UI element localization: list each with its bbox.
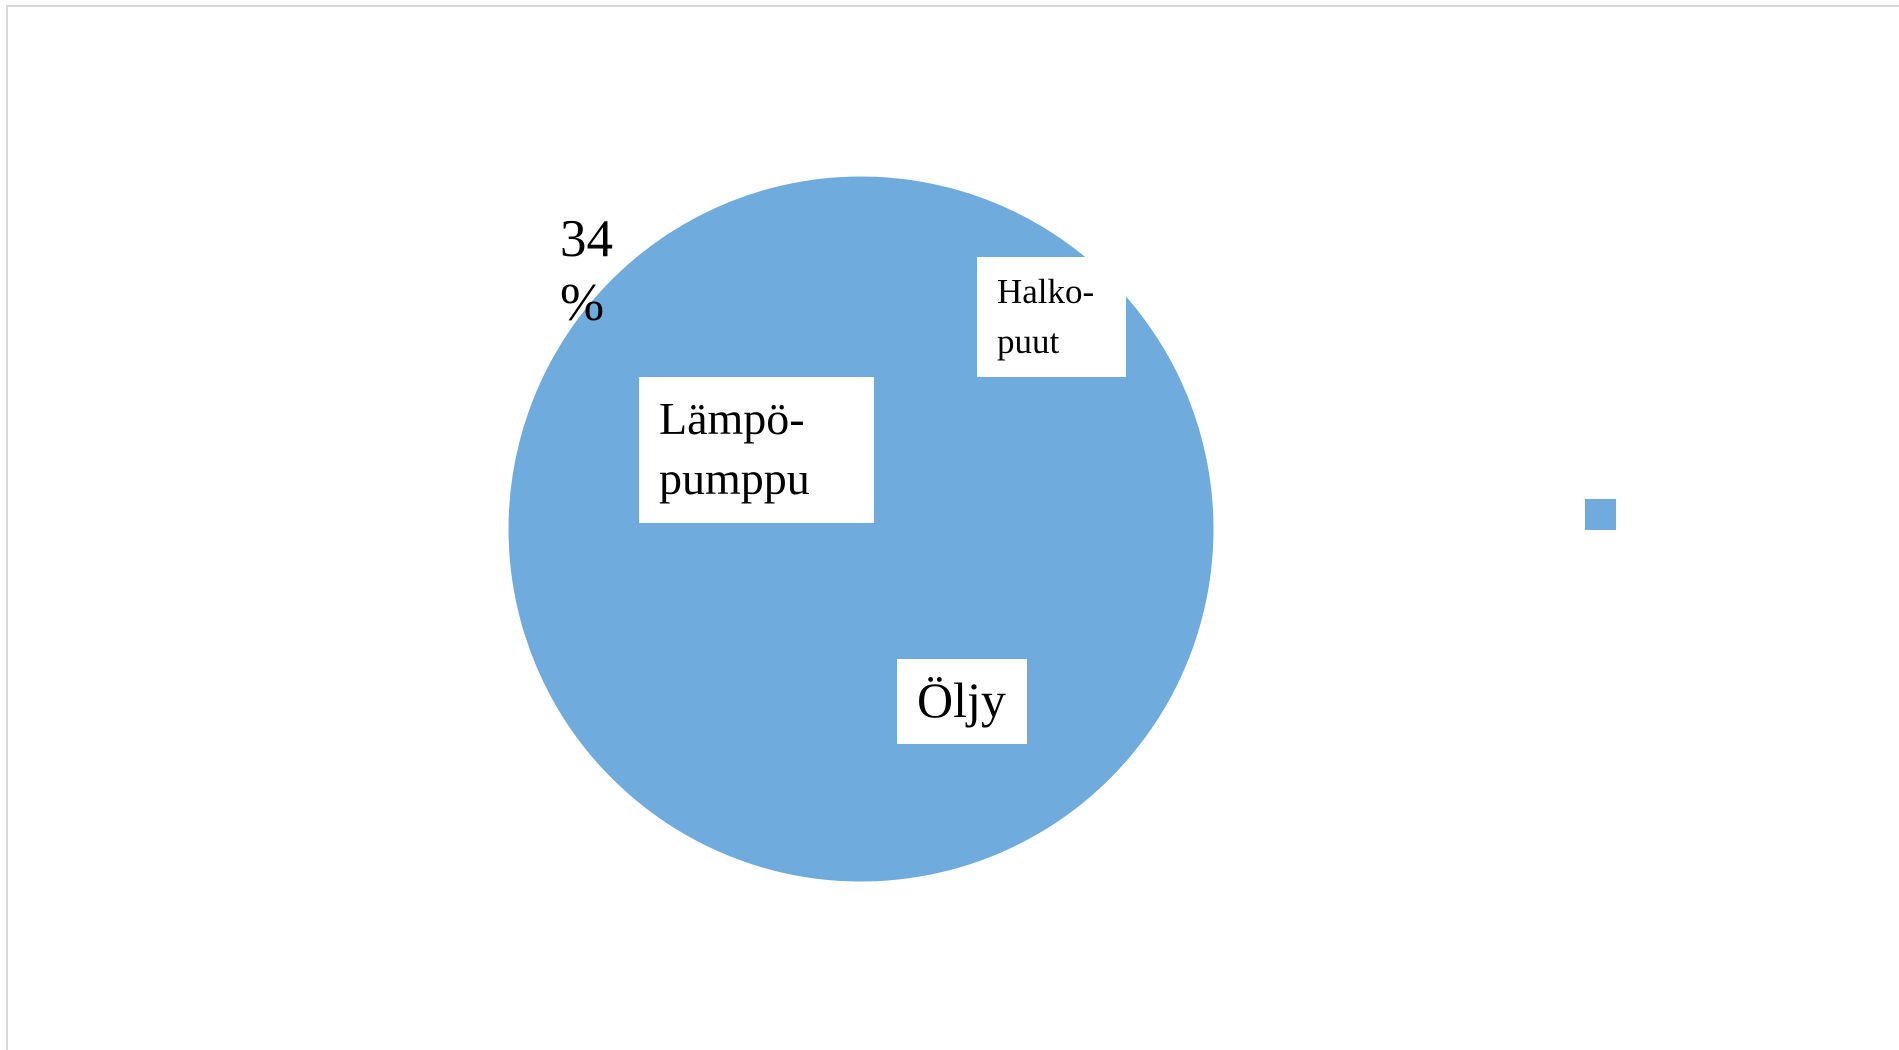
pie-slice	[551, 528, 1159, 882]
chart-frame	[6, 5, 1899, 1050]
value-label: 34 %	[560, 210, 613, 332]
category-label: Halko-puut	[977, 257, 1126, 377]
legend-swatch	[1585, 499, 1616, 530]
category-label: Öljy	[897, 659, 1027, 744]
category-label: Lämpö-pumppu	[639, 377, 874, 523]
